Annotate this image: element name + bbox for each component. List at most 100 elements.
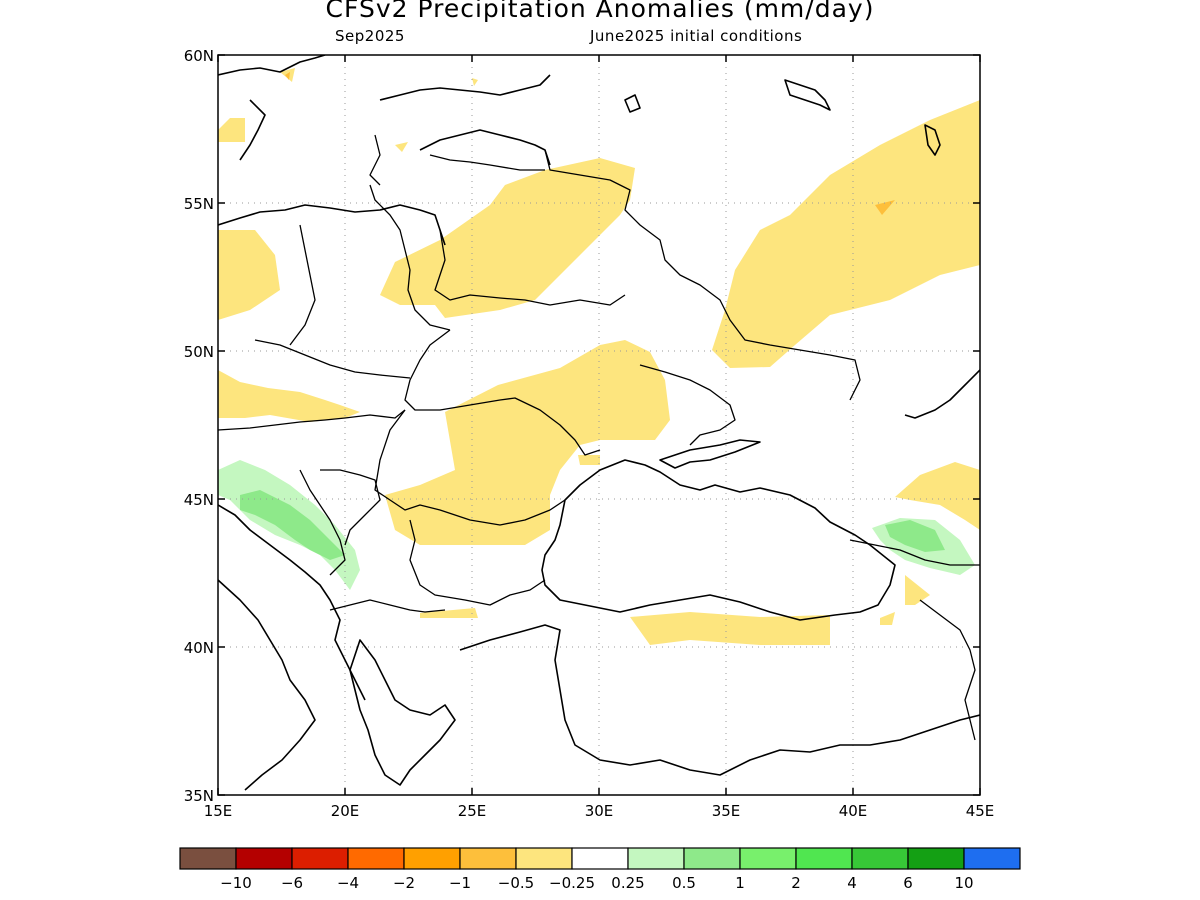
colorbar-swatch bbox=[235, 847, 293, 870]
gulf-of-riga-coast bbox=[419, 129, 551, 166]
border-romania bbox=[374, 409, 566, 526]
dry-region-russia-east bbox=[712, 100, 980, 368]
lat-tick-label: 50N bbox=[184, 343, 214, 361]
border-ukraine-north bbox=[404, 329, 601, 456]
colorbar-label: −10 bbox=[220, 874, 252, 892]
lat-tick-label: 60N bbox=[184, 47, 214, 65]
moderate-wet-balkans bbox=[240, 490, 345, 560]
coastlines bbox=[218, 55, 980, 791]
colorbar-swatch bbox=[571, 847, 629, 870]
dry-region-caucasus-south bbox=[905, 575, 930, 605]
colorbar-swatch bbox=[627, 847, 685, 870]
country-borders bbox=[218, 134, 980, 741]
lat-tick-label: 40N bbox=[184, 639, 214, 657]
dry-region-small-1 bbox=[395, 142, 408, 152]
colorbar-swatch bbox=[851, 847, 909, 870]
lon-tick-label: 20E bbox=[331, 802, 360, 820]
dry-region-alps bbox=[218, 370, 360, 422]
border-ukraine-russia bbox=[639, 364, 736, 446]
moderate-wet-caucasus bbox=[885, 520, 945, 552]
colorbar-label: 10 bbox=[954, 874, 973, 892]
baltic-coast bbox=[218, 204, 446, 246]
lat-tick-label: 55N bbox=[184, 195, 214, 213]
colorbar-swatch bbox=[459, 847, 517, 870]
colorbar-label: −2 bbox=[393, 874, 415, 892]
black-sea-coast bbox=[541, 459, 896, 621]
colorbar-swatch bbox=[795, 847, 853, 870]
colorbar-label: −4 bbox=[337, 874, 359, 892]
border-baltic-states bbox=[369, 134, 545, 186]
border-greece-north bbox=[329, 599, 446, 613]
map-area bbox=[218, 55, 980, 795]
dry-region-ukraine-romania bbox=[385, 340, 670, 545]
colorbar-label: −6 bbox=[281, 874, 303, 892]
lat-lon-grid bbox=[218, 55, 980, 795]
lon-tick-label: 45E bbox=[966, 802, 995, 820]
colorbar bbox=[179, 847, 1021, 870]
caspian-coast bbox=[904, 369, 980, 419]
colorbar-swatch bbox=[347, 847, 405, 870]
dry-region-turkey-east bbox=[880, 612, 895, 625]
colorbar-swatch bbox=[291, 847, 349, 870]
border-caucasus bbox=[849, 539, 980, 566]
initial-conditions-label: June2025 initial conditions bbox=[590, 27, 803, 45]
forecast-month: Sep2025 bbox=[335, 27, 405, 45]
dry-region-small-3 bbox=[472, 78, 478, 86]
dry-region-germany-west bbox=[218, 230, 280, 320]
dry-region-turkey-north bbox=[630, 612, 830, 645]
colorbar-label: −0.25 bbox=[549, 874, 595, 892]
colorbar-swatch bbox=[515, 847, 573, 870]
border-poland-west bbox=[369, 184, 451, 331]
colorbar-label: 0.5 bbox=[672, 874, 696, 892]
colorbar-label: 4 bbox=[847, 874, 857, 892]
lat-tick-label: 45N bbox=[184, 491, 214, 509]
lon-tick-label: 25E bbox=[458, 802, 487, 820]
colorbar-label: 0.25 bbox=[611, 874, 644, 892]
lat-tick-label: 35N bbox=[184, 787, 214, 805]
moderate-dry-russia bbox=[875, 200, 895, 215]
dry-region-aegean-north bbox=[420, 608, 478, 618]
dry-region-caucasus-north bbox=[895, 462, 980, 530]
colorbar-label: 2 bbox=[791, 874, 801, 892]
colorbar-swatch bbox=[403, 847, 461, 870]
greece-coast bbox=[349, 639, 456, 786]
colorbar-swatch bbox=[179, 847, 237, 870]
colorbar-label: −0.5 bbox=[498, 874, 534, 892]
moderate-dry-regions bbox=[285, 72, 895, 215]
border-germany-poland bbox=[289, 224, 316, 346]
colorbar-labels: −10 −6 −4 −2 −1 −0.5 −0.25 0.25 0.5 1 2 4 6 10 bbox=[220, 874, 973, 892]
colorbar-label: −1 bbox=[449, 874, 471, 892]
latitude-labels: 35N 40N 45N 50N 55N 60N bbox=[184, 47, 214, 805]
white-sea-detail bbox=[784, 79, 831, 111]
border-belarus-russia bbox=[544, 149, 861, 401]
border-turkey-east bbox=[919, 599, 976, 741]
lake-peipus bbox=[924, 124, 941, 156]
lon-tick-label: 40E bbox=[839, 802, 868, 820]
dry-region-baltic-sweden bbox=[218, 118, 245, 142]
border-poland-east bbox=[434, 229, 626, 306]
colorbar-swatch bbox=[907, 847, 965, 870]
adriatic-coast bbox=[218, 504, 366, 701]
dry-region-central-europe-north bbox=[380, 158, 635, 318]
colorbar-label: 1 bbox=[735, 874, 745, 892]
moderate-wet-regions bbox=[240, 490, 945, 560]
moderate-dry-alps bbox=[285, 72, 290, 80]
lake-onega bbox=[624, 94, 641, 113]
colorbar-swatch bbox=[963, 847, 1021, 870]
map-title: CFSv2 Precipitation Anomalies (mm/day) bbox=[325, 0, 875, 23]
sweden-coast bbox=[218, 55, 326, 161]
azov-sea-coast bbox=[659, 439, 761, 469]
dry-region-black-sea-coast bbox=[578, 455, 600, 465]
colorbar-label: 6 bbox=[903, 874, 913, 892]
border-balkans-west bbox=[299, 469, 346, 576]
border-czech-slovakia bbox=[254, 339, 411, 379]
axis-ticks bbox=[217, 54, 981, 796]
lon-tick-label: 30E bbox=[585, 802, 614, 820]
wet-anomaly-regions bbox=[218, 460, 975, 590]
border-austria-hungary bbox=[218, 409, 406, 431]
colorbar-swatch bbox=[739, 847, 797, 870]
lon-tick-label: 15E bbox=[204, 802, 233, 820]
border-serbia-hungary bbox=[320, 469, 381, 546]
gulf-of-finland-coast bbox=[379, 74, 551, 101]
